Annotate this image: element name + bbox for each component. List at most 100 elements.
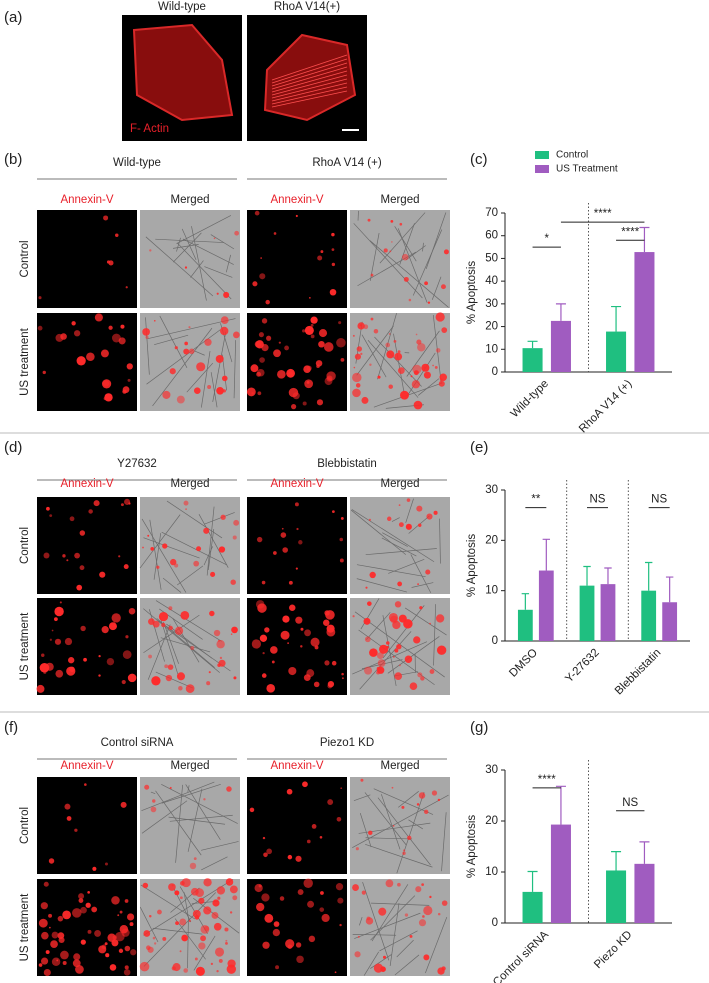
cell: [176, 395, 185, 404]
cell: [175, 921, 179, 926]
cell: [275, 965, 280, 970]
cell-outline: [350, 509, 406, 555]
cell: [336, 337, 346, 348]
cell-outline: [408, 819, 424, 830]
cell: [93, 500, 100, 507]
cell-outline: [141, 800, 188, 834]
channel-label: Merged: [381, 194, 420, 206]
cell: [213, 922, 222, 931]
cell: [435, 614, 445, 623]
cell: [212, 899, 220, 907]
cell: [50, 940, 58, 948]
cell: [42, 370, 46, 375]
cell: [304, 379, 314, 389]
panel-label: (c): [470, 151, 488, 168]
cell: [254, 210, 260, 216]
legend-label: US Treatment: [556, 164, 618, 175]
cell: [306, 669, 315, 678]
cell: [223, 291, 230, 298]
cell: [360, 778, 364, 782]
cell: [438, 380, 445, 387]
cell: [365, 917, 374, 925]
bar: [579, 585, 595, 641]
cell-outline: [396, 791, 425, 874]
cell: [369, 363, 372, 366]
y-tick-label: 20: [485, 815, 498, 827]
cell-outline: [425, 212, 447, 270]
cell: [218, 546, 226, 553]
micrograph: [350, 210, 450, 308]
cell-outline: [160, 637, 211, 653]
cell: [233, 676, 237, 680]
micrograph: [140, 777, 240, 874]
significance-label: ****: [594, 208, 612, 220]
cell: [385, 879, 394, 888]
cell: [49, 638, 52, 641]
micrograph: [247, 497, 347, 594]
cell: [45, 950, 50, 955]
cell: [282, 615, 290, 623]
cell-outline: [431, 276, 442, 300]
cell-outline: [174, 918, 206, 960]
cell: [361, 396, 369, 404]
cell: [149, 249, 152, 252]
cell: [294, 502, 299, 507]
cell: [107, 933, 116, 942]
cell-outline: [187, 785, 190, 792]
fiber: [271, 62, 348, 87]
significance-label: ****: [538, 774, 556, 786]
cell: [117, 914, 120, 917]
cell: [85, 902, 91, 908]
cell: [331, 232, 335, 237]
row-label: Control: [19, 240, 31, 277]
cell-outline: [382, 615, 397, 687]
cell: [170, 558, 177, 566]
cell: [246, 387, 256, 397]
cell-outline: [412, 229, 443, 296]
cell: [261, 318, 268, 324]
cell: [174, 626, 184, 635]
y-tick-label: 30: [485, 764, 498, 776]
cell: [273, 921, 280, 927]
cell: [184, 341, 188, 346]
cell: [126, 363, 133, 370]
cell: [252, 281, 258, 287]
y-axis-label: % Apoptosis: [466, 534, 478, 598]
error-bar: [542, 538, 551, 571]
y-tick-label: 60: [485, 230, 498, 242]
channel-label: Merged: [381, 760, 420, 772]
cell: [208, 671, 211, 674]
cell-outline: [152, 927, 203, 935]
error-bar: [555, 785, 566, 825]
y-tick-label: 10: [485, 866, 498, 878]
y-tick-label: 0: [492, 917, 498, 929]
y-tick-label: 70: [485, 207, 498, 219]
cell: [86, 352, 95, 362]
bar: [600, 584, 616, 641]
cell: [130, 949, 137, 956]
cell: [66, 559, 69, 562]
cell: [409, 682, 418, 691]
cell-outline: [379, 212, 426, 264]
cell: [282, 547, 288, 553]
cell-outline: [173, 232, 202, 263]
cell: [222, 389, 226, 393]
cell: [399, 664, 401, 667]
cell: [111, 333, 121, 343]
cell: [198, 897, 205, 904]
cell-outline: [425, 917, 448, 974]
cell: [144, 784, 150, 790]
cell: [183, 500, 189, 506]
cell: [392, 824, 395, 827]
cell: [402, 851, 406, 856]
cell: [408, 298, 412, 302]
cell: [46, 506, 50, 511]
cell-outline: [161, 783, 221, 804]
column-label: RhoA V14(+): [274, 1, 340, 13]
cell: [105, 953, 110, 958]
cell-outline: [367, 339, 419, 398]
cell: [41, 957, 49, 965]
cell-outline: [190, 260, 204, 278]
cell-outline: [155, 600, 222, 642]
cell-outline: [352, 934, 397, 936]
